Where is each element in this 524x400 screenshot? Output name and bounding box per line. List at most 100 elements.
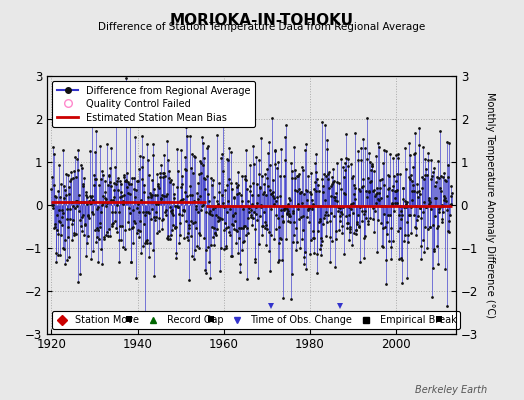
- Point: [362, 194, 370, 200]
- Point: [303, 206, 312, 212]
- Point: [180, 189, 189, 195]
- Point: [80, 232, 89, 238]
- Point: [373, 190, 381, 196]
- Point: [395, 256, 403, 262]
- Point: [296, 188, 304, 195]
- Point: [377, 220, 385, 226]
- Point: [290, 232, 298, 238]
- Point: [222, 224, 230, 231]
- Point: [193, 190, 201, 196]
- Point: [104, 182, 112, 188]
- Point: [343, 220, 351, 227]
- Point: [209, 177, 217, 183]
- Point: [283, 201, 292, 208]
- Point: [316, 246, 324, 252]
- Point: [348, 210, 357, 216]
- Point: [313, 270, 321, 276]
- Point: [116, 194, 125, 200]
- Point: [356, 258, 365, 265]
- Point: [139, 154, 148, 160]
- Point: [331, 196, 340, 203]
- Point: [242, 232, 250, 238]
- Point: [53, 188, 62, 194]
- Point: [308, 206, 316, 212]
- Point: [183, 234, 192, 240]
- Point: [169, 222, 178, 228]
- Point: [91, 238, 100, 245]
- Point: [379, 160, 387, 166]
- Point: [372, 153, 380, 159]
- Point: [57, 214, 66, 220]
- Point: [406, 152, 414, 158]
- Point: [412, 225, 421, 232]
- Point: [291, 187, 300, 193]
- Point: [136, 228, 144, 234]
- Point: [275, 240, 283, 247]
- Point: [255, 157, 264, 163]
- Point: [99, 193, 107, 199]
- Point: [98, 261, 106, 267]
- Point: [204, 244, 212, 250]
- Point: [391, 188, 399, 195]
- Point: [294, 173, 302, 180]
- Point: [254, 275, 262, 282]
- Point: [182, 218, 190, 224]
- Point: [187, 232, 195, 239]
- Point: [307, 170, 315, 176]
- Point: [332, 236, 340, 243]
- Point: [79, 183, 87, 189]
- Point: [224, 224, 233, 230]
- Point: [116, 178, 124, 184]
- Point: [191, 218, 200, 225]
- Point: [411, 203, 420, 209]
- Point: [254, 192, 263, 198]
- Point: [429, 222, 438, 228]
- Point: [412, 231, 420, 238]
- Point: [147, 206, 156, 212]
- Point: [358, 183, 367, 190]
- Point: [369, 205, 377, 211]
- Point: [82, 194, 91, 200]
- Point: [149, 141, 158, 147]
- Point: [54, 252, 62, 258]
- Point: [274, 259, 282, 265]
- Point: [243, 185, 252, 192]
- Point: [368, 188, 377, 194]
- Point: [92, 127, 101, 134]
- Point: [268, 189, 276, 196]
- Point: [326, 234, 334, 240]
- Point: [211, 229, 220, 236]
- Point: [359, 176, 367, 182]
- Point: [342, 131, 351, 137]
- Point: [184, 277, 193, 283]
- Point: [238, 247, 246, 254]
- Point: [280, 207, 288, 213]
- Point: [76, 216, 84, 223]
- Point: [328, 181, 336, 188]
- Point: [162, 207, 170, 213]
- Point: [247, 214, 256, 220]
- Point: [65, 254, 73, 260]
- Point: [64, 172, 72, 178]
- Point: [323, 219, 331, 225]
- Point: [93, 225, 101, 231]
- Point: [352, 227, 361, 234]
- Point: [342, 155, 350, 162]
- Point: [312, 151, 321, 158]
- Point: [88, 208, 96, 215]
- Point: [270, 147, 279, 153]
- Point: [391, 188, 400, 194]
- Point: [351, 196, 359, 202]
- Point: [117, 223, 126, 230]
- Point: [334, 208, 342, 214]
- Point: [446, 193, 455, 200]
- Point: [364, 218, 372, 224]
- Point: [138, 132, 146, 139]
- Point: [227, 180, 235, 186]
- Point: [110, 194, 118, 200]
- Point: [234, 182, 243, 188]
- Point: [310, 186, 319, 192]
- Point: [84, 213, 92, 220]
- Point: [386, 151, 395, 157]
- Point: [189, 220, 198, 226]
